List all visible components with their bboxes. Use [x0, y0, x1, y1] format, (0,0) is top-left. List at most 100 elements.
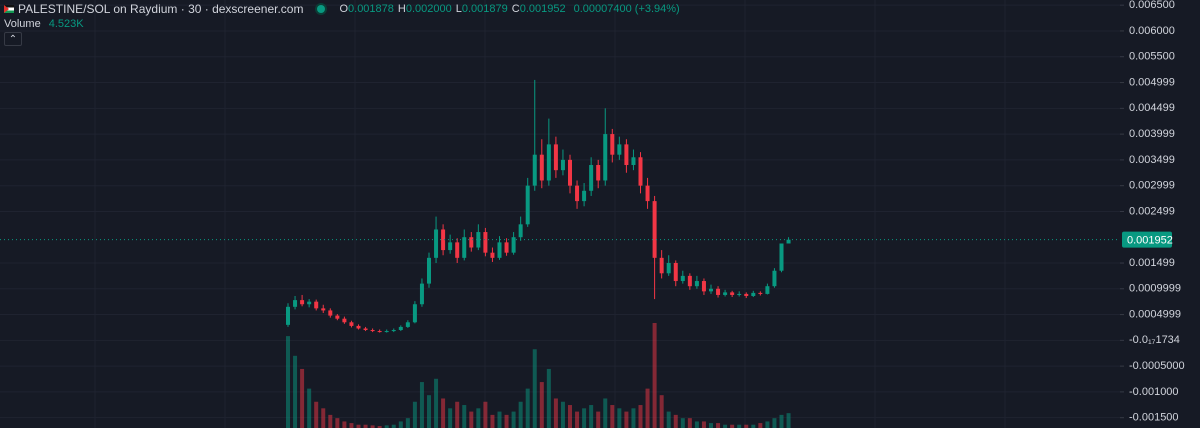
candle-body	[610, 134, 615, 155]
volume-bar	[617, 408, 622, 428]
candle-body	[659, 257, 664, 274]
pair-icon	[4, 5, 14, 13]
candle-body	[723, 292, 728, 295]
candle-body	[427, 257, 431, 284]
candle-body	[786, 239, 791, 244]
y-tick-label: 0.005500	[1129, 51, 1175, 63]
candle-body	[575, 185, 580, 202]
candle-body	[582, 190, 587, 202]
y-tick-label: -0.001500	[1129, 412, 1179, 424]
candle-body	[772, 270, 777, 287]
candle-body	[497, 242, 502, 258]
volume-bar	[377, 426, 382, 428]
candle-body	[603, 134, 608, 181]
volume-bar	[504, 414, 509, 428]
y-tick-label: 0.001499	[1129, 257, 1175, 269]
candle-body	[709, 288, 713, 292]
candle-body	[405, 322, 410, 327]
volume-bar	[300, 368, 305, 428]
candle-body	[335, 315, 340, 319]
candle-body	[730, 292, 735, 295]
volume-bar	[638, 405, 643, 428]
volume-bar	[744, 424, 749, 428]
volume-bar	[786, 413, 791, 428]
volume-bar	[596, 411, 601, 428]
candle-body	[511, 237, 516, 253]
candle-body	[370, 330, 375, 332]
volume-bar	[349, 423, 354, 428]
candle-body	[737, 293, 742, 295]
candle-body	[652, 201, 657, 258]
candle-body	[469, 237, 474, 248]
volume-bar	[631, 408, 636, 428]
volume-bar	[751, 424, 756, 428]
candle-body	[286, 306, 290, 325]
candle-body	[462, 237, 467, 258]
candle-body	[694, 281, 699, 287]
volume-bar	[575, 411, 580, 428]
volume-bar	[314, 401, 319, 428]
volume-bar	[462, 405, 467, 428]
candle-body	[448, 242, 453, 251]
volume-bar	[518, 401, 523, 428]
y-tick-label: 0.0009999	[1129, 283, 1181, 295]
y-tick-label: 0.002499	[1129, 205, 1175, 217]
volume-bar	[342, 421, 347, 428]
volume-bar	[758, 423, 763, 428]
candle-body	[398, 326, 403, 331]
y-tick-label: 0.003499	[1129, 154, 1175, 166]
candle-body	[624, 144, 629, 166]
volume-bar	[335, 418, 340, 428]
volume-bar	[701, 421, 706, 428]
ohlc-key: O	[339, 3, 349, 15]
collapse-button[interactable]: ⌃	[4, 32, 22, 46]
volume-bar	[469, 411, 474, 428]
candle-body	[476, 232, 481, 248]
candle-body	[673, 262, 678, 282]
change: 0.00007400 (+3.94%)	[573, 3, 680, 15]
candle-body	[349, 322, 354, 326]
volume-bar	[370, 425, 375, 428]
volume-bar	[624, 411, 629, 428]
candle-body	[342, 318, 347, 323]
volume-bar	[532, 349, 537, 428]
volume-bar	[553, 398, 558, 428]
volume-bar	[645, 388, 650, 428]
volume-label: Volume	[4, 18, 41, 30]
volume-bar	[568, 405, 572, 428]
volume-bar	[546, 368, 551, 428]
candle-body	[751, 292, 756, 296]
volume-bar	[434, 378, 439, 428]
volume-bar	[772, 418, 777, 428]
volume-bar	[384, 425, 389, 428]
y-tick-label: -0.0₁₇1734	[1129, 334, 1180, 346]
candle-body	[744, 293, 749, 296]
volume-bar	[490, 414, 495, 428]
candle-body	[518, 224, 523, 238]
volume-bar	[610, 405, 615, 428]
candle-body	[300, 300, 305, 305]
candle-body	[716, 288, 721, 295]
volume-bar	[730, 424, 735, 428]
ohlc-value: 0.002000	[405, 3, 452, 15]
candle-body	[525, 185, 530, 225]
volume-bar	[723, 424, 728, 428]
volume-bar	[398, 421, 403, 428]
volume-bar	[419, 382, 424, 428]
candle-body	[419, 283, 424, 305]
volume-bar	[412, 401, 417, 428]
volume-bar	[589, 405, 594, 428]
y-tick-label: 0.0004999	[1129, 308, 1181, 320]
ohlc-value: 0.001879	[461, 3, 508, 15]
volume-bar	[666, 411, 671, 428]
ohlc-key: C	[511, 3, 520, 15]
volume-bar	[448, 408, 453, 428]
candle-body	[560, 159, 565, 171]
volume-bar	[363, 424, 368, 428]
volume-bar	[307, 388, 312, 428]
y-tick-label: -0.001000	[1129, 386, 1179, 398]
candle-body	[631, 157, 636, 166]
ohlc-legend: O 0.001878 H 0.002000 L 0.001879 C 0.001952	[339, 3, 569, 15]
ohlc-key: H	[397, 3, 406, 15]
